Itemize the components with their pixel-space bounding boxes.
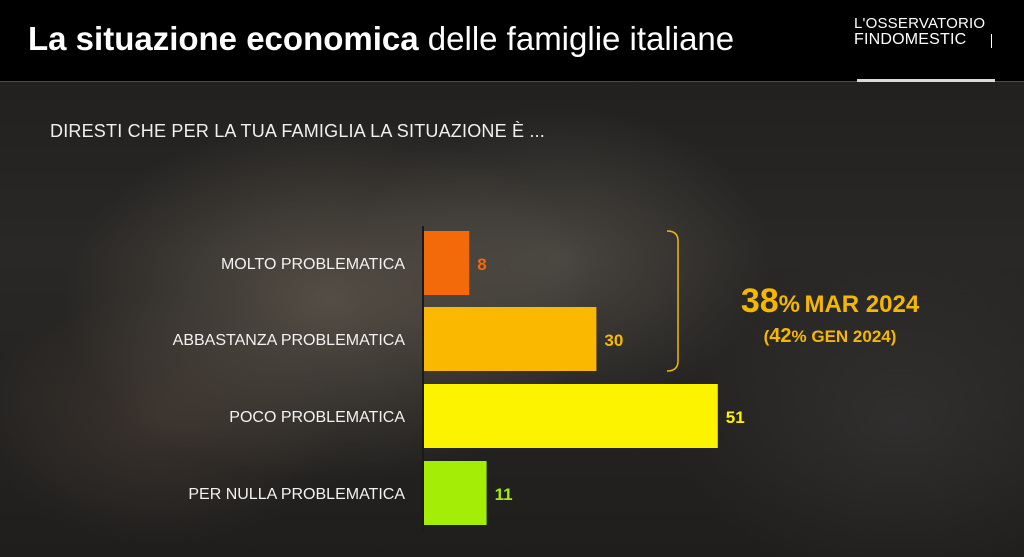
title-light: delle famiglie italiane [427,20,735,57]
category-label-2: POCO PROBLEMATICA [229,409,405,426]
summary-sub-open: ( [763,327,770,346]
category-label-3: PER NULLA PROBLEMATICA [188,486,405,503]
title-bold: La situazione economica [28,20,419,57]
logo-line-2: FINDOMESTIC [854,31,967,48]
summary-main-unit: % [778,291,800,318]
value-label-1: 30 [604,331,623,350]
logo-line-1: L'OSSERVATORIO [854,15,986,32]
value-label-0: 8 [477,255,486,274]
page-title: La situazione economica delle famiglie i… [28,20,734,58]
summary-main-period: MAR 2024 [804,291,920,318]
bar-0 [423,231,470,295]
summary-sub-unit: % [791,327,807,346]
logo-underline [857,79,995,82]
header-divider [0,81,1024,82]
bar-2 [423,384,718,448]
category-label-1: ABBASTANZA PROBLEMATICA [173,332,406,349]
survey-question: DIRESTI CHE PER LA TUA FAMIGLIA LA SITUA… [50,121,546,141]
logo-divider [991,34,992,48]
bar-1 [423,307,597,371]
header-bar: La situazione economica delle famiglie i… [0,0,1024,82]
value-label-2: 51 [726,408,745,427]
category-label-0: MOLTO PROBLEMATICA [221,256,405,273]
summary-callout: 38% MAR 2024 (42% GEN 2024) [700,282,960,348]
summary-main-value: 38 [740,282,779,320]
summary-sub-period: GEN 2024) [811,327,897,346]
bar-3 [423,461,487,525]
value-label-3: 11 [495,485,513,504]
findomestic-logo: L'OSSERVATORIO FINDOMESTIC [854,16,992,82]
summary-sub-value: 42 [769,325,792,347]
group-bracket [666,230,679,372]
